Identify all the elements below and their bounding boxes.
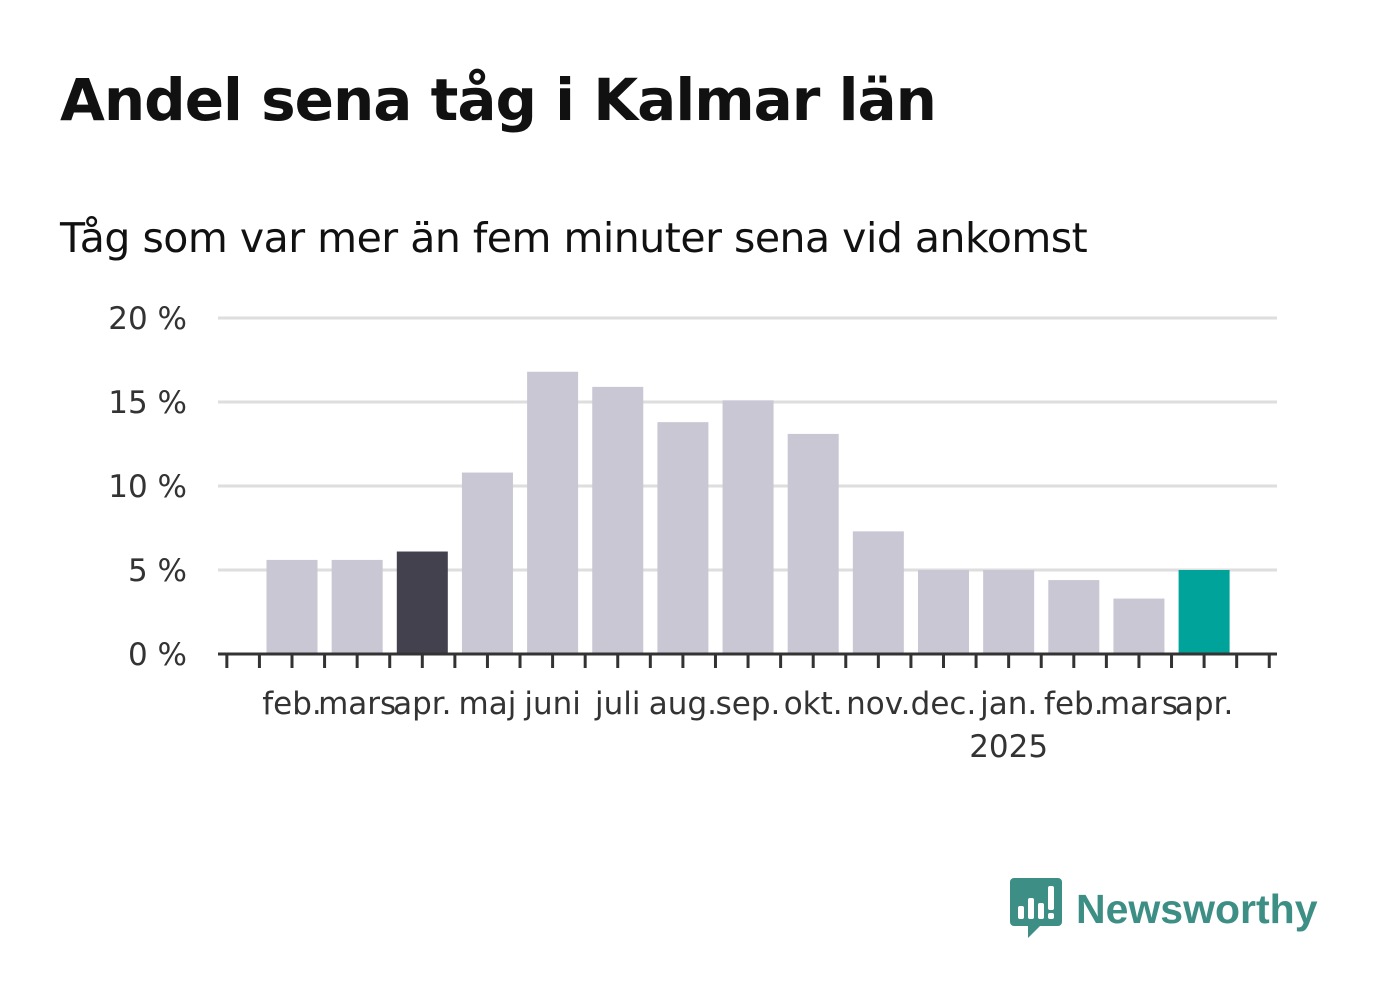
x-tick-label: nov.	[846, 686, 910, 722]
bar-3	[461, 472, 513, 654]
bar-4	[527, 371, 579, 654]
x-tick-label: feb.	[1044, 686, 1104, 722]
bar-14	[1178, 570, 1230, 654]
x-tick-label: jan.	[979, 686, 1037, 722]
x-tick-label: dec.	[911, 686, 977, 722]
y-tick-label: 10 %	[108, 469, 187, 505]
x-tick-label: juni	[523, 686, 581, 722]
x-tick-label: feb.	[262, 686, 322, 722]
x-tick-label: aug.	[649, 686, 717, 722]
bar-13	[1113, 598, 1165, 654]
brand-name: Newsworthy	[1076, 885, 1318, 932]
chart-title: Andel sena tåg i Kalmar län	[60, 66, 937, 134]
x-tick-label: mars	[1100, 686, 1178, 722]
bar-7	[722, 400, 774, 654]
y-tick-label: 0 %	[128, 637, 187, 673]
chart-subtitle: Tåg som var mer än fem minuter sena vid …	[60, 214, 1088, 262]
x-tick-label: apr.	[393, 686, 451, 722]
bar-12	[1048, 580, 1100, 654]
bar-11	[983, 570, 1035, 654]
brand-logo: Newsworthy	[1010, 878, 1318, 940]
y-axis-labels: 0 % 5 % 10 % 15 % 20 %	[108, 301, 187, 673]
bar-6	[657, 422, 709, 654]
x-tick-label: juli	[594, 686, 641, 722]
x-tick-label: sep.	[716, 686, 781, 722]
bar-1	[331, 559, 383, 654]
x-tick-label: apr.	[1175, 686, 1233, 722]
newsworthy-logo-icon	[1010, 878, 1062, 938]
bar-9	[852, 531, 904, 654]
x-tick-label: mars	[318, 686, 396, 722]
x-tick-label: okt.	[784, 686, 843, 722]
bars	[266, 371, 1230, 654]
x-axis	[218, 652, 1277, 668]
x-tick-label: maj	[459, 686, 517, 722]
bar-5	[592, 386, 644, 654]
y-tick-label: 20 %	[108, 301, 187, 337]
x-year-label: 2025	[969, 729, 1048, 765]
bar-10	[918, 570, 969, 654]
bar-2	[396, 551, 448, 654]
bar-8	[787, 433, 839, 654]
y-tick-label: 15 %	[108, 385, 187, 421]
y-tick-label: 5 %	[128, 553, 187, 589]
bar-0	[266, 559, 318, 654]
